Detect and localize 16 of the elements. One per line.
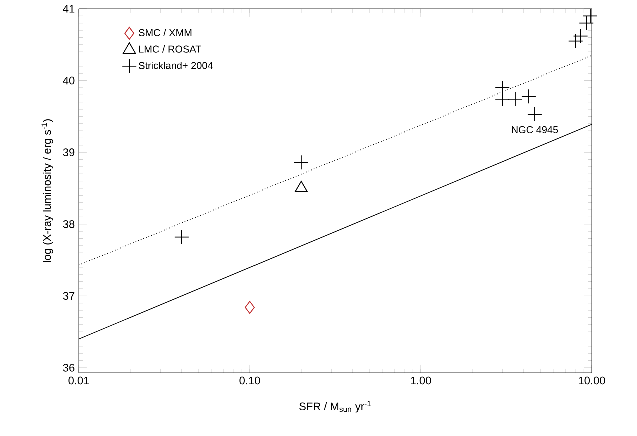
y-tick-label: 40: [63, 76, 75, 85]
x-tick-label: 1.00: [411, 376, 432, 385]
y-axis-title: log (X-ray luminosity / erg s$^{-1}$): [42, 120, 54, 262]
x-tick-label: 0.01: [68, 376, 90, 385]
y-tick-label: 37: [63, 292, 75, 300]
legend-label: LMC / ROSAT: [139, 46, 202, 53]
legend-label: Strickland+ 2004: [139, 62, 214, 70]
legend-label: SMC / XMM: [139, 29, 192, 36]
x-tick-label: 0.10: [240, 376, 260, 385]
y-tick-label: 36: [63, 364, 75, 372]
y-tick-label: 41: [63, 5, 75, 13]
x-axis-title: SFR / M$_{sun}$ yr$^{-1}$: [300, 401, 372, 413]
y-tick-label: 39: [63, 148, 75, 156]
annotation: NGC 4945: [512, 126, 558, 134]
y-tick-label: 38: [63, 220, 75, 228]
x-tick-label: 10.00: [579, 376, 606, 385]
